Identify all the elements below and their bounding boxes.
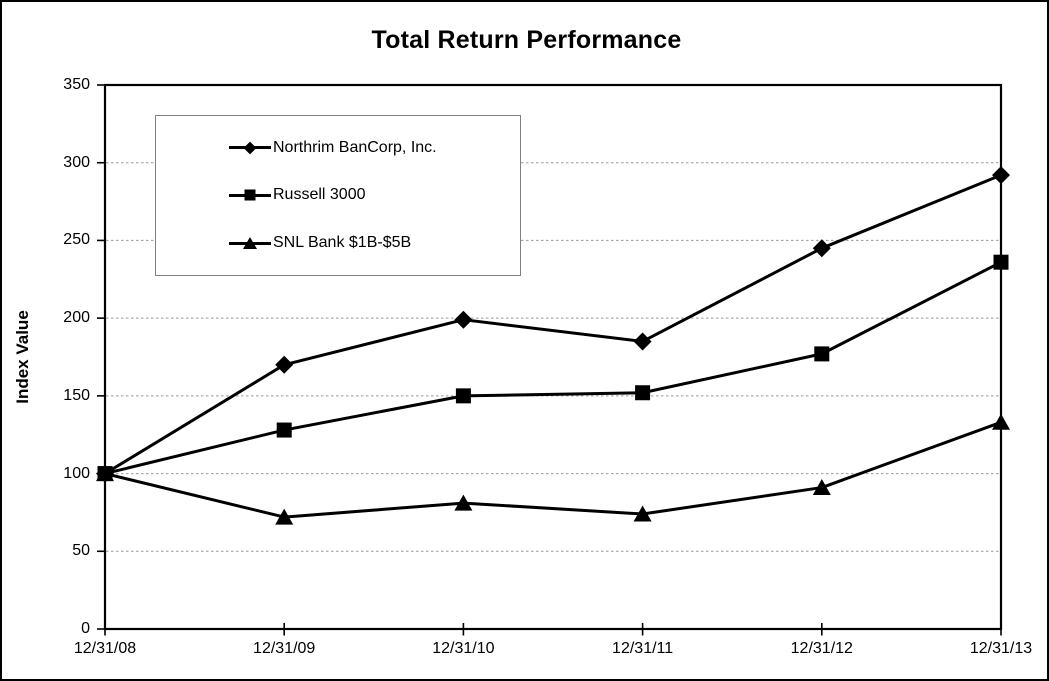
- data-point-marker: [992, 166, 1010, 185]
- y-tick-label: 350: [63, 76, 90, 93]
- data-point-marker: [454, 310, 473, 329]
- data-point-marker: [633, 332, 652, 351]
- series-line: [104, 173, 1002, 475]
- data-point-marker: [276, 422, 292, 438]
- diamond-marker-icon: [243, 141, 257, 155]
- legend-item-snl-bank: SNL Bank $1B-$5B: [229, 234, 520, 252]
- x-tick-label: 12/31/12: [790, 640, 853, 657]
- data-point-marker: [96, 465, 114, 482]
- line-sample: [229, 189, 271, 201]
- plot-border: [103, 83, 1003, 631]
- data-point-marker: [812, 239, 831, 258]
- x-tick-label: 12/31/08: [73, 640, 137, 657]
- data-point-marker: [275, 355, 294, 374]
- y-tick-label: 300: [63, 153, 90, 171]
- legend-label-russell-3000: Russell 3000: [273, 186, 366, 204]
- legend-item-northrim: Northrim BanCorp, Inc.: [229, 139, 520, 157]
- y-tick-label: 150: [63, 386, 90, 404]
- chart-title: Total Return Performance: [371, 26, 682, 54]
- data-point-marker: [275, 508, 294, 525]
- y-tick-label: 200: [63, 309, 90, 327]
- data-point-marker: [812, 479, 831, 496]
- y-tick-label: 250: [63, 231, 90, 249]
- x-tick-label: 12/31/09: [253, 640, 316, 657]
- legend-label-snl-bank: SNL Bank $1B-$5B: [273, 234, 412, 252]
- data-point-marker: [992, 413, 1010, 430]
- gridlines: [106, 162, 1000, 552]
- data-point-marker: [633, 505, 652, 522]
- square-marker-icon: [244, 189, 256, 201]
- x-tick-label: 12/31/13: [969, 640, 1033, 657]
- series-line: [104, 420, 1002, 519]
- legend-item-russell-3000: Russell 3000: [229, 186, 520, 204]
- series-snl-bank-1b-5b: [96, 413, 1010, 525]
- line-sample: [229, 141, 271, 155]
- data-point-marker: [635, 385, 651, 401]
- legend-label-northrim: Northrim BanCorp, Inc.: [273, 138, 437, 156]
- y-tick-label: 50: [72, 542, 90, 560]
- data-point-marker: [993, 254, 1009, 270]
- series-line: [104, 260, 1002, 476]
- series-russell-3000: [97, 254, 1009, 482]
- data-point-marker: [454, 494, 473, 511]
- line-sample: [229, 237, 271, 250]
- x-tick-label: 12/31/10: [432, 640, 495, 657]
- y-tick-label: 0: [81, 620, 90, 637]
- data-point-marker: [814, 346, 830, 362]
- triangle-marker-icon: [243, 237, 257, 250]
- x-tick-label: 12/31/11: [612, 640, 674, 657]
- chart-legend: Northrim BanCorp, Inc. Russell 3000 SNL …: [155, 115, 521, 276]
- y-tick-label: 100: [63, 464, 90, 482]
- data-point-marker: [455, 388, 471, 404]
